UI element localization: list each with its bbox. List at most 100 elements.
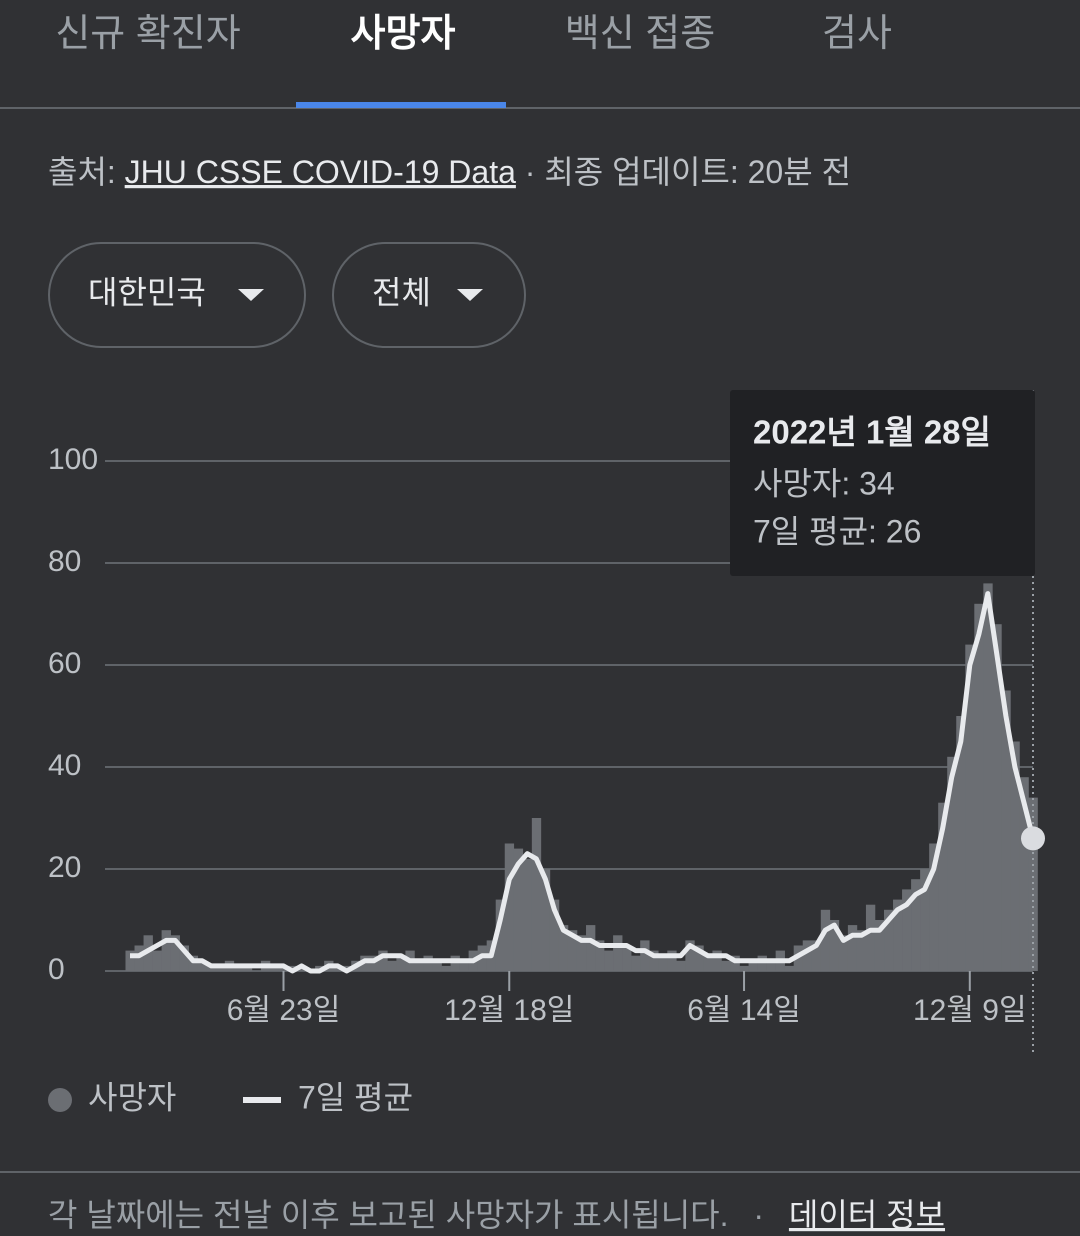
bar — [206, 965, 217, 971]
bar — [179, 945, 189, 971]
footer-separator: · — [753, 1197, 764, 1233]
bar — [811, 940, 822, 971]
tab[interactable]: 검사 — [822, 13, 892, 55]
tab-active[interactable]: 사망자 — [351, 13, 456, 55]
legend-label: 사망자 — [88, 1079, 176, 1115]
bar — [893, 899, 903, 971]
bar — [902, 889, 912, 971]
bar — [721, 960, 731, 971]
tooltip-title: 2022년 1월 28일 — [753, 414, 991, 451]
bar — [874, 920, 885, 971]
bar — [540, 869, 551, 971]
bar — [956, 716, 966, 971]
hover-point — [1021, 826, 1045, 851]
bar — [920, 869, 930, 971]
bar — [865, 904, 876, 971]
tab-divider — [0, 107, 1080, 109]
bar — [369, 955, 379, 971]
bar — [640, 940, 650, 971]
bar — [802, 940, 813, 971]
bar — [531, 818, 542, 971]
bar — [414, 960, 424, 971]
filter-dropdown[interactable] — [48, 242, 306, 348]
x-tick-label: 12월 18일 — [444, 994, 574, 1027]
y-tick-label: 0 — [48, 953, 65, 986]
bar — [441, 965, 451, 971]
bar — [730, 955, 740, 971]
bar — [929, 843, 939, 971]
bar — [152, 950, 162, 971]
bar — [604, 950, 614, 971]
bar — [1010, 741, 1020, 971]
bar — [757, 955, 767, 971]
bar — [188, 955, 199, 971]
bar — [884, 909, 894, 971]
tab[interactable]: 신규 확진자 — [55, 13, 240, 55]
bar — [766, 960, 776, 971]
bar — [685, 940, 695, 971]
bar — [938, 802, 948, 971]
bar — [712, 950, 722, 971]
filter-dropdown[interactable] — [332, 242, 526, 348]
bar — [576, 935, 587, 971]
bar — [784, 965, 795, 971]
bar — [1019, 777, 1029, 971]
tooltip — [730, 390, 1035, 576]
bar — [739, 965, 749, 971]
bar — [387, 960, 397, 971]
footer-divider — [0, 1171, 1080, 1173]
footer-text: 각 날짜에는 전날 이후 보고된 사망자가 표시됩니다. — [48, 1197, 728, 1233]
bar — [856, 930, 867, 971]
legend-marker — [48, 1088, 72, 1112]
dropdown-arrow — [457, 289, 483, 301]
bar — [658, 955, 668, 971]
y-tick-label: 60 — [48, 647, 81, 680]
x-tick-label: 6월 23일 — [227, 994, 341, 1027]
y-tick-label: 80 — [48, 545, 81, 578]
y-tick-label: 40 — [48, 749, 81, 782]
footer-note: 각 날짜에는 전날 이후 보고된 사망자가 표시됩니다. · 데이터 정보 — [48, 1197, 945, 1233]
bar — [595, 940, 605, 971]
footer-link[interactable]: 데이터 정보 — [789, 1197, 945, 1233]
tab-indicator — [296, 102, 506, 108]
x-tick-label: 6월 14일 — [687, 994, 801, 1027]
source-link[interactable]: JHU CSSE COVID-19 Data — [125, 154, 516, 190]
bar — [567, 930, 578, 971]
bar — [613, 935, 623, 971]
bar — [558, 925, 569, 971]
bar — [450, 955, 460, 971]
bar — [233, 965, 244, 971]
bar — [586, 925, 596, 971]
bar — [947, 756, 957, 971]
bar — [459, 960, 469, 971]
source-prefix: 출처: — [48, 154, 116, 190]
bar — [965, 644, 975, 971]
bar — [378, 950, 388, 971]
bar — [504, 843, 515, 971]
bar — [432, 960, 442, 971]
bar — [513, 848, 524, 971]
bar — [134, 945, 144, 971]
tab[interactable]: 백신 접종 — [565, 13, 715, 55]
bar — [983, 583, 993, 971]
bar — [911, 879, 921, 971]
x-tick-label: 12월 9일 — [913, 994, 1027, 1027]
bar — [974, 603, 984, 971]
bar — [748, 960, 758, 971]
bar — [622, 945, 632, 971]
bar — [522, 858, 533, 971]
y-tick-label: 100 — [48, 443, 98, 476]
source-updated: · 최종 업데이트: 20분 전 — [525, 154, 851, 190]
chart: 0 20 40 60 80 100 6월 23일 12월 18일 6월 14일 12월 9일 202… — [48, 390, 1045, 1115]
tooltip-line: 사망자: 34 — [753, 465, 895, 501]
bar — [495, 899, 506, 971]
bar — [694, 945, 704, 971]
bar — [549, 899, 560, 971]
dropdown-arrow — [238, 289, 264, 301]
bar — [703, 955, 713, 971]
y-tick-label: 20 — [48, 851, 81, 884]
filter-label: 대한민국 — [88, 274, 206, 310]
bar — [161, 930, 171, 971]
bar — [847, 925, 858, 971]
